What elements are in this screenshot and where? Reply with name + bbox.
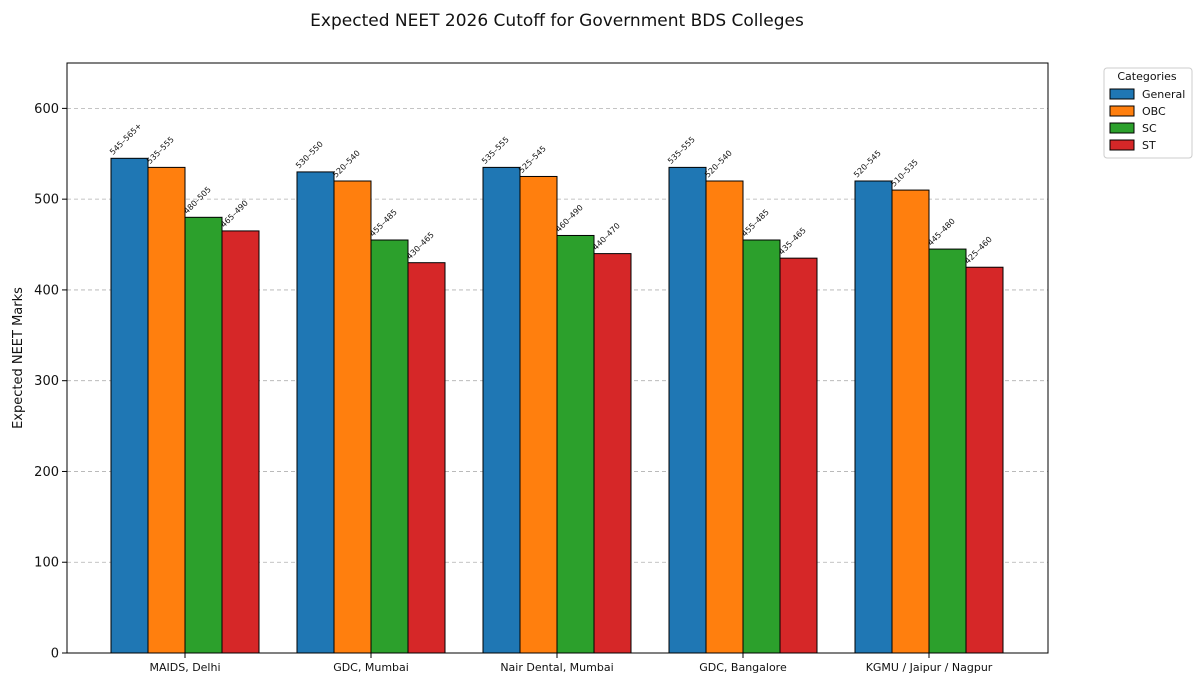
x-tick-label: GDC, Bangalore [699, 661, 787, 674]
y-tick-label: 400 [34, 283, 59, 298]
bar-value-label: 480–505 [182, 185, 213, 216]
bar-value-label: 520–540 [331, 149, 362, 180]
bar-sc [928, 248, 967, 654]
legend-swatch-obc [1109, 105, 1135, 117]
bar-st [221, 230, 260, 654]
x-tick-label: GDC, Mumbai [333, 661, 409, 674]
y-tick-label: 500 [34, 193, 59, 208]
bar-general [482, 166, 521, 654]
chart-title: Expected NEET 2026 Cutoff for Government… [310, 11, 804, 31]
legend-swatch-sc [1109, 122, 1135, 134]
bar-sc [184, 216, 223, 654]
bar-value-label: 425–460 [963, 235, 994, 266]
bar-value-label: 430–465 [405, 230, 436, 261]
bar-obc [891, 189, 930, 654]
y-tick-label: 600 [34, 102, 59, 117]
bar-st [593, 253, 632, 654]
bars [110, 157, 1004, 654]
legend-title: Categories [1117, 70, 1177, 83]
bar-st [779, 257, 818, 654]
bar-value-label: 460–490 [554, 203, 585, 234]
bar-general [668, 166, 707, 654]
legend-label-st: ST [1142, 139, 1156, 152]
legend-swatch-general [1109, 88, 1135, 100]
bar-value-label: 440–470 [591, 221, 622, 252]
bar-general [854, 180, 893, 654]
y-axis: 0 100 200 300 400 500 600 [34, 102, 67, 662]
bar-value-label: 525–545 [517, 144, 548, 175]
bar-value-label: 455–485 [740, 208, 771, 239]
x-tick-label: MAIDS, Delhi [149, 661, 220, 674]
legend-label-obc: OBC [1142, 105, 1166, 118]
legend-swatch-st [1109, 139, 1135, 151]
bar-obc [333, 180, 372, 654]
bar-value-label: 535–555 [145, 135, 176, 166]
bar-sc [370, 239, 409, 654]
bar-value-label: 520–545 [852, 149, 883, 180]
bar-st [407, 262, 446, 654]
bar-value-label: 445–480 [926, 217, 957, 248]
bar-st [965, 266, 1004, 654]
bar-obc [147, 166, 186, 654]
y-tick-label: 200 [34, 465, 59, 480]
bar-value-label: 455–485 [368, 208, 399, 239]
bar-obc [705, 180, 744, 654]
x-axis: MAIDS, Delhi GDC, Mumbai Nair Dental, Mumb… [149, 653, 993, 674]
legend-items: General OBC SC ST [1109, 88, 1185, 152]
bar-value-label: 435–465 [777, 226, 808, 257]
bar-value-label: 510–535 [889, 158, 920, 189]
bar-value-label: 535–555 [666, 135, 697, 166]
bar-value-label: 535–555 [480, 135, 511, 166]
bar-obc [519, 175, 558, 654]
bar-sc [742, 239, 781, 654]
bar-value-label: 465–490 [219, 199, 250, 230]
bar-value-label: 520–540 [703, 149, 734, 180]
bar-general [110, 157, 149, 654]
bar-general [296, 171, 335, 654]
bar-sc [556, 234, 595, 654]
x-tick-label: Nair Dental, Mumbai [500, 661, 613, 674]
bar-value-label: 530–550 [294, 140, 325, 171]
y-tick-label: 300 [34, 374, 59, 389]
bar-value-label: 545–565+ [108, 121, 144, 157]
legend-label-general: General [1142, 88, 1185, 101]
y-tick-label: 0 [51, 647, 59, 662]
x-tick-label: KGMU / Jaipur / Nagpur [866, 661, 993, 674]
y-axis-label: Expected NEET Marks [11, 287, 26, 429]
y-tick-label: 100 [34, 556, 59, 571]
legend: Categories General OBC SC ST [1103, 67, 1193, 159]
legend-label-sc: SC [1142, 122, 1157, 135]
